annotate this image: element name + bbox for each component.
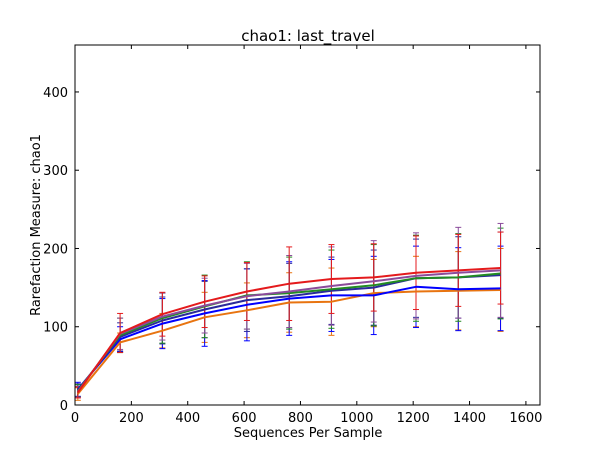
- ticks-layer: 0 200 400 600 800 1000 1200 1400 1600 0 100 200 300 4…: [43, 45, 542, 426]
- series-5-errorbars: [74, 231, 504, 399]
- x-tick-label: 1200: [397, 411, 430, 426]
- x-tick-label: 1600: [509, 411, 542, 426]
- x-tick-label: 1000: [340, 411, 373, 426]
- x-tick-label: 1400: [453, 411, 486, 426]
- series-4-line: [76, 269, 501, 393]
- series-1-line: [77, 285, 501, 390]
- x-tick-label: 400: [175, 411, 200, 426]
- y-tick-label: 400: [43, 86, 68, 101]
- x-tick-label: 0: [71, 411, 79, 426]
- plot-frame: [74, 44, 541, 406]
- y-tick-label: 200: [43, 242, 68, 257]
- y-tick-label: 100: [43, 321, 68, 336]
- series-layer: [74, 222, 504, 401]
- chart-title: chao1: last_travel: [241, 27, 375, 46]
- y-tick-label: 300: [43, 164, 68, 179]
- x-tick-label: 600: [232, 411, 257, 426]
- y-axis-label: Rarefaction Measure: chao1: [29, 134, 44, 316]
- x-tick-label: 800: [288, 411, 313, 426]
- series-0-line: [77, 289, 501, 395]
- x-tick-label: 200: [119, 411, 144, 426]
- y-tick-label: 0: [60, 399, 68, 414]
- series-5-line: [76, 267, 501, 394]
- x-axis-label: Sequences Per Sample: [234, 426, 383, 441]
- series-3-line: [77, 272, 501, 392]
